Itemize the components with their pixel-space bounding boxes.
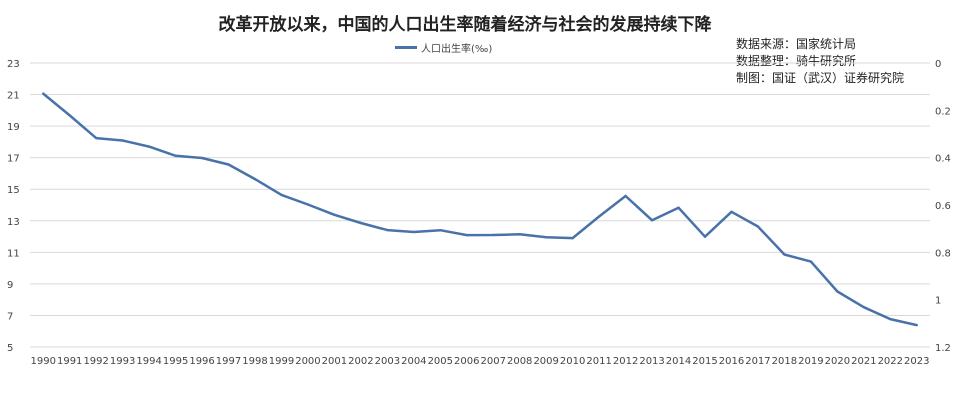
data-point: [862, 306, 866, 309]
x-tick-label: 1990: [31, 356, 56, 367]
y-tick-label-right: 0.2: [935, 106, 951, 117]
x-tick-label: 2017: [745, 356, 770, 367]
x-tick-label: 1995: [163, 356, 188, 367]
legend-swatch: [395, 46, 417, 49]
data-point: [68, 114, 71, 117]
data-point: [756, 225, 760, 228]
y-tick-label-left: 19: [7, 122, 20, 133]
legend-label: 人口出生率(‰): [421, 44, 493, 55]
data-point: [703, 235, 707, 238]
x-tick-label: 2016: [719, 356, 744, 367]
y-tick-label-left: 23: [7, 59, 20, 70]
data-point: [42, 92, 45, 95]
y-tick-label-right: 0.4: [935, 154, 951, 165]
y-tick-label-left: 21: [7, 91, 20, 102]
x-tick-label: 2010: [560, 356, 585, 367]
x-tick-label: 2022: [878, 356, 903, 367]
chart-title: 改革开放以来，中国的人口出生率随着经济与社会的发展持续下降: [218, 15, 712, 35]
x-tick-label: 2004: [401, 356, 426, 367]
y-tick-label-left: 9: [7, 280, 13, 291]
data-point: [94, 136, 98, 140]
x-tick-label: 2007: [481, 356, 506, 367]
x-tick-label: 2005: [428, 356, 453, 367]
source-line-1: 数据来源：国家统计局: [736, 37, 857, 51]
y-tick-label-right: 0: [935, 59, 941, 70]
data-point: [253, 177, 257, 181]
source-line-2: 数据整理：骑牛研究所: [736, 54, 857, 68]
x-tick-label: 2018: [772, 356, 797, 367]
data-point: [783, 253, 786, 256]
data-point: [544, 236, 548, 239]
x-tick-label: 2021: [851, 356, 876, 367]
x-tick-label: 2015: [692, 356, 717, 367]
x-tick-label: 2019: [798, 356, 823, 367]
y-tick-label-right: 1: [935, 296, 941, 307]
data-point: [280, 193, 283, 197]
y-tick-label-left: 17: [7, 154, 20, 165]
y-tick-label-left: 5: [7, 343, 13, 354]
data-point: [147, 145, 151, 148]
data-point: [809, 260, 813, 263]
x-tick-label: 2008: [507, 356, 532, 367]
x-tick-label: 2023: [904, 356, 929, 367]
data-point: [306, 203, 310, 206]
data-point: [386, 228, 389, 232]
data-point: [730, 210, 733, 213]
x-tick-label: 1993: [110, 356, 135, 367]
series-line: [42, 92, 918, 327]
x-tick-label: 2006: [454, 356, 479, 367]
x-tick-label: 1997: [216, 356, 241, 367]
y-tick-label-left: 15: [7, 185, 20, 196]
x-tick-label: 1996: [189, 356, 214, 367]
x-tick-label: 1999: [269, 356, 294, 367]
data-point: [412, 230, 416, 234]
data-point: [915, 323, 918, 327]
legend: 人口出生率(‰): [395, 40, 492, 55]
y-tick-label-left: 7: [7, 311, 13, 322]
data-point: [227, 163, 230, 166]
data-point: [571, 236, 574, 240]
data-point: [174, 154, 177, 157]
y-tick-label-right: 1.2: [935, 343, 951, 354]
x-tick-label: 2012: [613, 356, 638, 367]
x-tick-label: 2009: [533, 356, 558, 367]
x-tick-label: 2000: [295, 356, 320, 367]
x-tick-label: 2014: [666, 356, 691, 367]
data-point: [677, 206, 680, 209]
data-point: [836, 290, 839, 293]
data-point: [597, 215, 601, 218]
data-point: [121, 139, 124, 142]
data-point: [359, 221, 363, 225]
data-point: [889, 317, 892, 321]
x-tick-label: 2011: [586, 356, 611, 367]
x-tick-label: 2001: [322, 356, 347, 367]
x-tick-label: 1991: [57, 356, 82, 367]
x-tick-label: 1994: [136, 356, 161, 367]
data-point: [624, 194, 627, 198]
x-tick-label: 1992: [83, 356, 108, 367]
x-tick-label: 2013: [639, 356, 664, 367]
data-point: [492, 233, 495, 237]
data-point: [200, 156, 204, 160]
source-note: 数据来源：国家统计局 数据整理：骑牛研究所 制图：国证（武汉）证券研究院: [736, 36, 904, 87]
y-tick-label-left: 13: [7, 217, 20, 228]
x-tick-label: 2003: [375, 356, 400, 367]
data-point: [439, 229, 442, 232]
source-line-3: 制图：国证（武汉）证券研究院: [736, 71, 905, 85]
data-point: [650, 219, 654, 222]
data-point: [333, 213, 336, 216]
y-tick-label-right: 0.6: [935, 201, 951, 212]
x-tick-label: 2002: [348, 356, 373, 367]
data-point: [465, 233, 468, 237]
y-tick-label-left: 11: [7, 248, 20, 259]
data-point: [518, 233, 521, 236]
y-tick-label-right: 0.8: [935, 248, 951, 259]
x-tick-label: 1998: [242, 356, 267, 367]
x-tick-label: 2020: [825, 356, 850, 367]
